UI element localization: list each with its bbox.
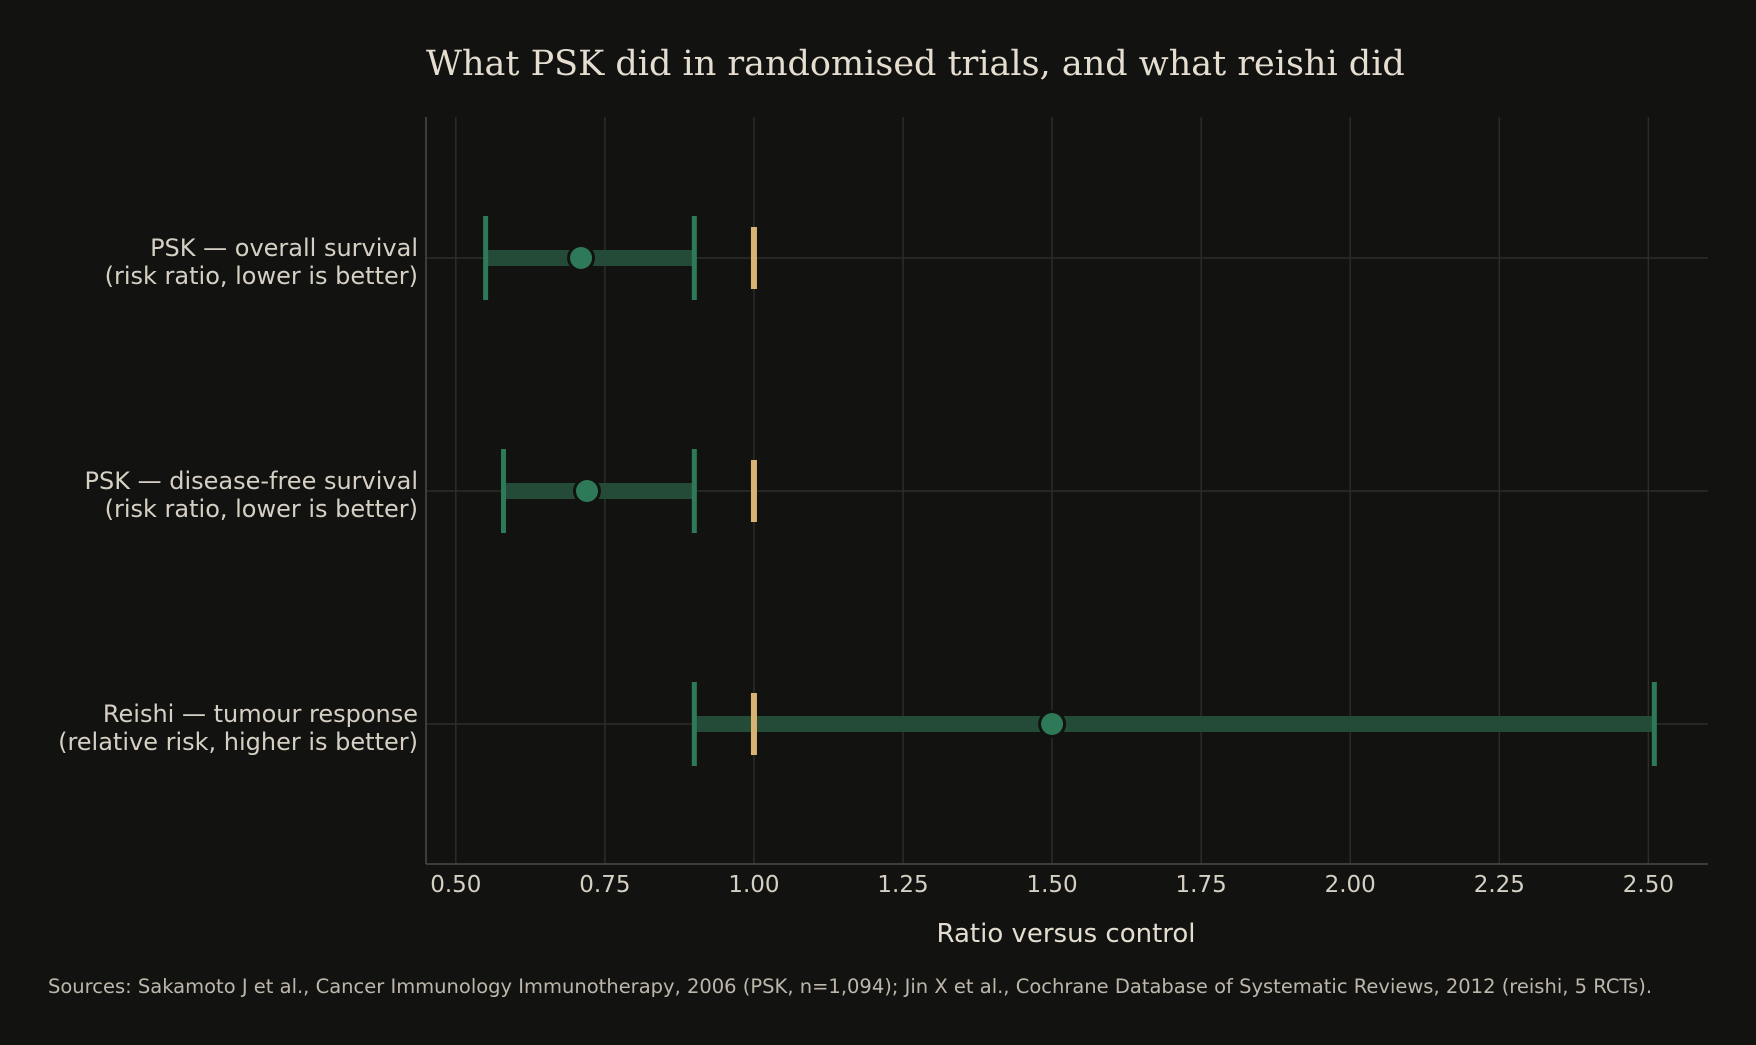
row-sublabel: (risk ratio, lower is better) — [105, 262, 418, 290]
row-label: PSK — disease-free survival — [85, 467, 419, 495]
row-label: PSK — overall survival — [150, 234, 418, 262]
x-axis-title: Ratio versus control — [936, 919, 1195, 949]
forest-row: PSK — overall survival(risk ratio, lower… — [105, 216, 757, 300]
x-tick-label: 2.00 — [1325, 872, 1376, 898]
source-note: Sources: Sakamoto J et al., Cancer Immun… — [48, 975, 1652, 998]
row-sublabel: (risk ratio, lower is better) — [105, 495, 418, 523]
x-tick-label: 2.50 — [1623, 872, 1674, 898]
x-tick-label: 2.25 — [1474, 872, 1525, 898]
chart-title: What PSK did in randomised trials, and w… — [426, 44, 1405, 84]
x-tick-label: 1.75 — [1176, 872, 1227, 898]
axis-layer: 0.50 0.75 1.00 1.25 1.50 1.75 2.00 2.25 2.50 — [425, 117, 1708, 898]
x-tick-label: 1.00 — [728, 872, 779, 898]
x-tick-label: 1.25 — [877, 872, 928, 898]
x-tick-label: 1.50 — [1026, 872, 1077, 898]
forest-row: Reishi — tumour response(relative risk, … — [58, 682, 1657, 766]
point-estimate — [570, 247, 593, 269]
forest-row: PSK — disease-free survival(risk ratio, … — [85, 449, 757, 533]
row-label: Reishi — tumour response — [103, 700, 418, 728]
x-tick-label: 0.75 — [579, 872, 630, 898]
rows-layer: PSK — overall survival(risk ratio, lower… — [58, 216, 1657, 766]
ci-band — [694, 716, 1655, 732]
point-estimate — [1041, 713, 1064, 735]
x-tick-label: 0.50 — [430, 872, 481, 898]
row-sublabel: (relative risk, higher is better) — [58, 728, 418, 756]
point-estimate — [575, 480, 598, 502]
